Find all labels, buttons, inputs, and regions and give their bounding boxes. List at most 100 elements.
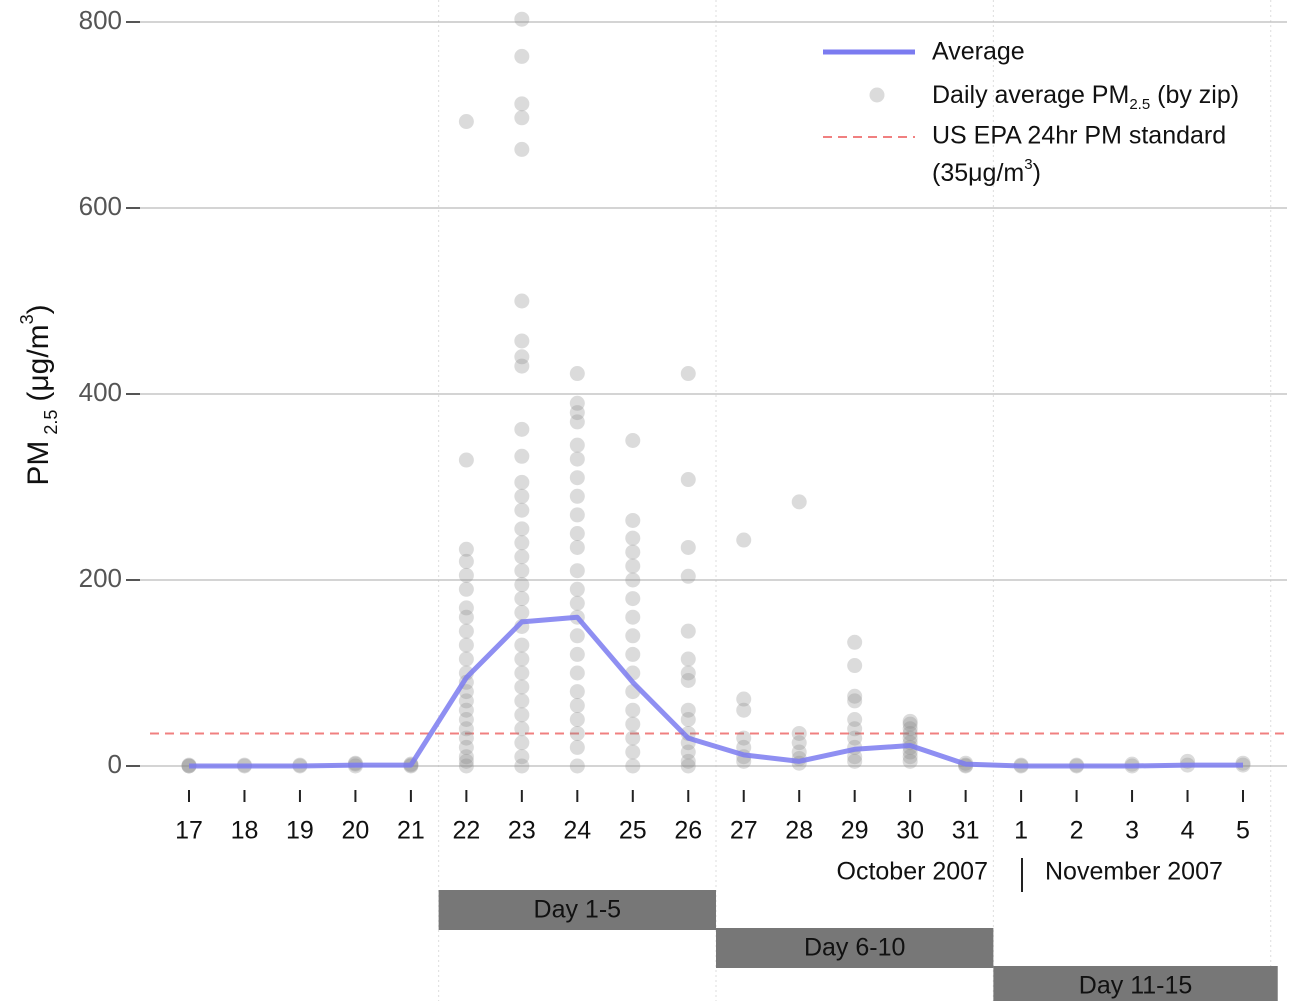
- scatter-point: [902, 721, 918, 737]
- scatter-point: [569, 712, 585, 727]
- scatter-point: [625, 730, 641, 746]
- y-tick-label: 400: [79, 377, 122, 407]
- legend-label-part: 2.5: [1129, 96, 1150, 113]
- x-tick-label: 30: [896, 817, 924, 845]
- x-tick-label: 23: [508, 817, 536, 845]
- scatter-point: [902, 730, 918, 746]
- x-tick-label: 27: [730, 817, 758, 845]
- scatter-point: [569, 563, 585, 579]
- x-tick-label: 1: [1014, 817, 1028, 845]
- scatter-point: [680, 665, 696, 681]
- scatter-point: [514, 11, 530, 27]
- scatter-point: [791, 725, 807, 741]
- month-label: October 2007: [837, 858, 989, 886]
- scatter-point: [514, 577, 530, 593]
- scatter-point: [847, 753, 863, 769]
- scatter-point: [569, 698, 585, 714]
- scatter-point: [514, 679, 530, 695]
- scatter-point: [458, 749, 474, 765]
- scatter-point: [514, 735, 530, 751]
- scatter-point: [847, 712, 863, 727]
- scatter-point: [514, 549, 530, 565]
- scatter-point: [569, 451, 585, 467]
- month-label: November 2007: [1045, 858, 1223, 886]
- scatter-point: [458, 758, 474, 774]
- scatter-point: [736, 691, 752, 707]
- scatter-point: [458, 730, 474, 746]
- scatter-point: [514, 605, 530, 621]
- scatter-point: [514, 693, 530, 709]
- scatter-point: [514, 48, 530, 64]
- scatter-point: [514, 448, 530, 464]
- scatter-point: [625, 628, 641, 644]
- scatter-point: [680, 539, 696, 555]
- scatter-point: [458, 651, 474, 667]
- scatter-point: [902, 716, 918, 732]
- scatter-point: [458, 600, 474, 616]
- scatter-point: [680, 753, 696, 769]
- scatter-point: [458, 693, 474, 709]
- scatter-point: [458, 553, 474, 569]
- scatter-point: [514, 474, 530, 490]
- average-line: [189, 614, 1243, 769]
- x-tick-label: 21: [397, 817, 425, 845]
- scatter-point: [736, 730, 752, 746]
- scatter-point: [458, 753, 474, 769]
- scatter-point: [514, 502, 530, 518]
- scatter-point: [514, 488, 530, 504]
- scatter-point: [680, 758, 696, 774]
- x-tick-label: 5: [1236, 817, 1250, 845]
- scatter-point: [625, 591, 641, 607]
- x-tick-label: 17: [175, 817, 203, 845]
- scatter-point: [680, 651, 696, 667]
- x-tick-label: 25: [619, 817, 647, 845]
- scatter-point: [625, 572, 641, 588]
- scatter-point: [680, 366, 696, 382]
- legend-label-part: 3: [1024, 156, 1032, 173]
- scatter-point: [569, 684, 585, 700]
- scatter-point: [625, 646, 641, 662]
- scatter-point: [625, 702, 641, 718]
- scatter-point: [458, 637, 474, 653]
- x-tick-label: 20: [342, 817, 370, 845]
- scatter-point: [514, 637, 530, 653]
- scatter-point: [791, 494, 807, 510]
- x-tick-label: 3: [1125, 817, 1139, 845]
- legend-label: (35μg/m3): [932, 156, 1041, 187]
- x-tick-label: 31: [952, 817, 980, 845]
- x-tick-label: 18: [231, 817, 259, 845]
- y-label-part: (μg/m: [22, 324, 55, 401]
- scatter-point: [458, 452, 474, 468]
- scatter-point: [569, 665, 585, 681]
- scatter-point: [680, 472, 696, 488]
- scatter-point: [569, 470, 585, 486]
- legend-label: Daily average PM2.5 (by zip): [932, 81, 1239, 113]
- y-tick-label: 0: [108, 749, 122, 779]
- scatter-point: [569, 488, 585, 504]
- scatter-point: [902, 713, 918, 729]
- y-axis-label: PM 2.5 (μg/m3): [17, 304, 61, 485]
- period-label: Day 1-5: [534, 896, 622, 924]
- scatter-point: [625, 512, 641, 528]
- period-band: [993, 966, 1278, 1001]
- scatter-point: [847, 721, 863, 737]
- x-tick-label: 19: [286, 817, 314, 845]
- scatter-point: [458, 739, 474, 755]
- scatter-point: [458, 712, 474, 727]
- scatter-point: [625, 744, 641, 760]
- scatter-point: [569, 366, 585, 382]
- scatter-point: [902, 749, 918, 765]
- y-label-part: ): [22, 304, 55, 314]
- y-tick-label: 800: [79, 5, 122, 35]
- legend-label-part: (by zip): [1150, 81, 1239, 109]
- y-label-part: 3: [17, 314, 37, 324]
- scatter-point: [514, 563, 530, 579]
- scatter-point: [847, 688, 863, 704]
- scatter-point: [625, 716, 641, 732]
- x-tick-label: 28: [785, 817, 813, 845]
- x-tick-label: 22: [452, 817, 480, 845]
- scatter-point: [625, 530, 641, 546]
- scatter-point: [680, 744, 696, 760]
- scatter-point: [569, 628, 585, 644]
- scatter-point: [680, 623, 696, 639]
